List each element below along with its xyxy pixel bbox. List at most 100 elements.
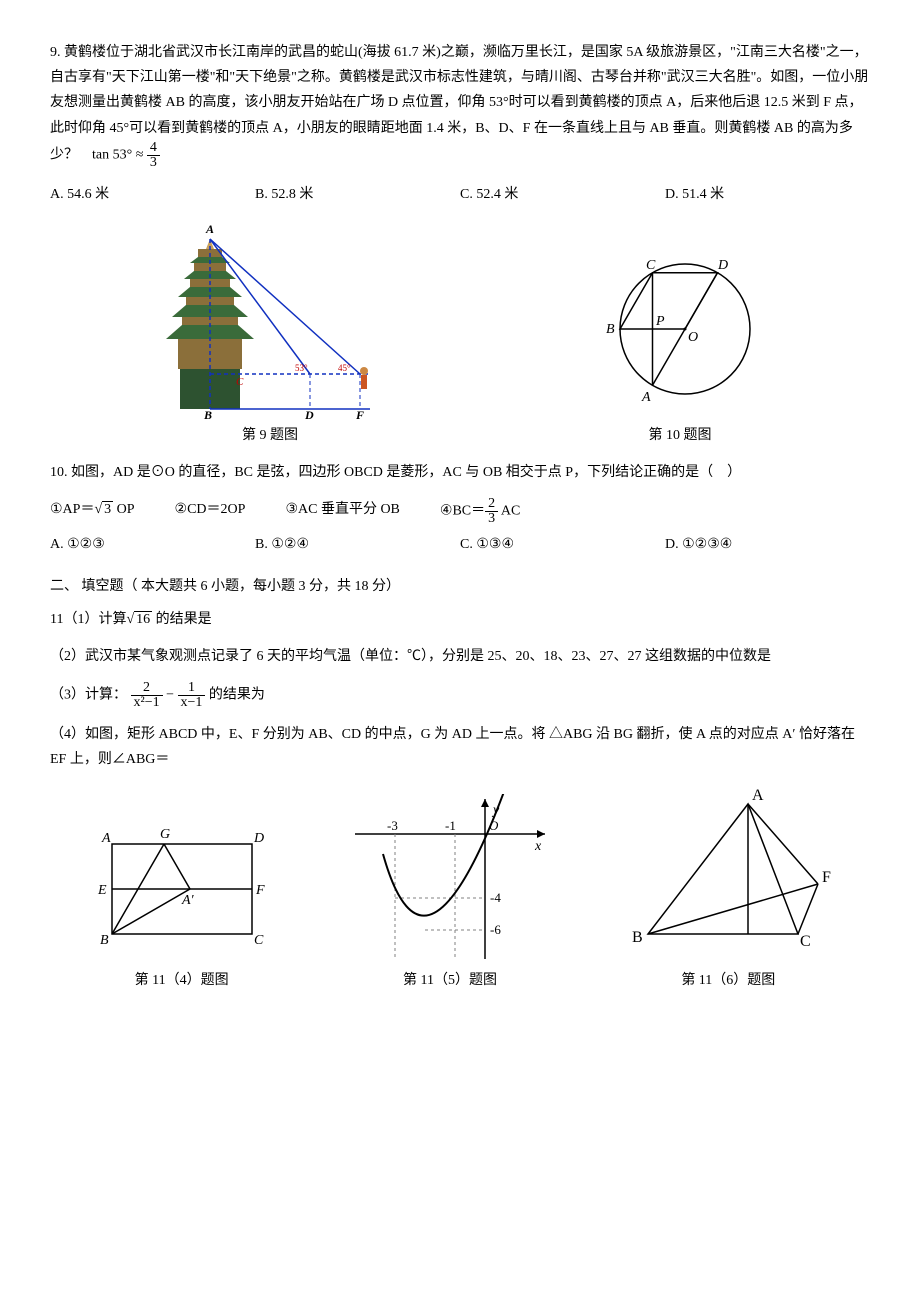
q10-figure-block: C D B O P A 第 10 题图 <box>580 239 780 448</box>
x-arrow <box>537 830 545 838</box>
q9: 9. 黄鹤楼位于湖北省武汉市长江南岸的武昌的蛇山(海拔 61.7 米)之巅，濒临… <box>50 40 870 170</box>
q11-4-caption: 第 11（4）题图 <box>135 968 229 993</box>
label-B: B <box>203 408 212 419</box>
q9-tan-label: tan 53° ≈ <box>92 147 143 162</box>
label-F: F <box>355 408 364 419</box>
label-A: A <box>101 831 111 846</box>
label-D: D <box>253 831 264 846</box>
item4-post: AC <box>498 504 520 519</box>
label-A: A <box>641 390 651 405</box>
den: 3 <box>485 512 498 526</box>
label-ym4: -4 <box>490 890 501 905</box>
q10-opt-d: D. ①②③④ <box>665 532 870 557</box>
item1-pre: ①AP＝ <box>50 502 94 517</box>
num: 4 <box>147 141 160 156</box>
q9-opt-a: A. 54.6 米 <box>50 182 255 207</box>
frac-2-3: 23 <box>485 497 498 526</box>
label-B: B <box>606 322 615 337</box>
q11-4-figure: A D B C E F G A′ <box>82 814 282 964</box>
rhombus-OBCD <box>620 273 718 329</box>
parabola <box>383 794 505 916</box>
frac-1: 2 x²−1 <box>131 681 163 710</box>
label-O: O <box>688 330 698 345</box>
q9-options: A. 54.6 米 B. 52.8 米 C. 52.4 米 D. 51.4 米 <box>50 182 870 207</box>
q10-opt-a: A. ①②③ <box>50 532 255 557</box>
label-E: E <box>97 883 107 898</box>
figure-row-9-10: 53° 45° A B C D F 第 9 题图 C D B O P <box>50 219 870 448</box>
q9-figure-block: 53° 45° A B C D F 第 9 题图 <box>140 219 400 448</box>
q11-3-pre: （3）计算： <box>50 688 127 703</box>
item4-pre: ④BC＝ <box>440 504 485 519</box>
q10-opt-c: C. ①③④ <box>460 532 665 557</box>
frac-2: 1 x−1 <box>178 681 206 710</box>
q10: 10. 如图，AD 是⊙O 的直径，BC 是弦，四边形 OBCD 是菱形，AC … <box>50 460 870 485</box>
den: x−1 <box>178 696 206 710</box>
label-G: G <box>160 827 170 842</box>
q9-text: 9. 黄鹤楼位于湖北省武汉市长江南岸的武昌的蛇山(海拔 61.7 米)之巅，濒临… <box>50 45 868 162</box>
triangle-abc <box>648 804 798 934</box>
q10-options: A. ①②③ B. ①②④ C. ①③④ D. ①②③④ <box>50 532 870 557</box>
q10-text: 10. 如图，AD 是⊙O 的直径，BC 是弦，四边形 OBCD 是菱形，AC … <box>50 465 741 480</box>
line-af <box>748 804 818 884</box>
item1: ①AP＝√3 OP <box>50 497 135 526</box>
label-A: A <box>205 222 214 236</box>
label-B: B <box>100 933 109 948</box>
label-A: A <box>752 787 764 804</box>
den: 3 <box>147 156 160 170</box>
label-F: F <box>255 883 265 898</box>
q10-figure: C D B O P A <box>580 239 780 419</box>
q10-caption: 第 10 题图 <box>649 423 712 448</box>
label-C: C <box>254 933 264 948</box>
q11-1: 11（1）计算√16 的结果是 <box>50 607 870 632</box>
label-y: y <box>491 803 500 818</box>
label-C: C <box>800 933 811 950</box>
center-dot <box>684 327 687 330</box>
q9-caption: 第 9 题图 <box>242 423 298 448</box>
q11-3: （3）计算： 2 x²−1 − 1 x−1 的结果为 <box>50 681 870 710</box>
line-g-ap <box>164 844 190 889</box>
label-ym6: -6 <box>490 922 501 937</box>
q11-5-figure-block: y x O -3 -1 -4 -6 第 11（5）题图 <box>345 794 555 993</box>
line-fc <box>798 884 818 934</box>
frac-4-3: 4 3 <box>147 141 160 170</box>
q11-3-post: 的结果为 <box>209 688 265 703</box>
label-x: x <box>534 839 542 854</box>
q11-4-figure-block: A D B C E F G A′ 第 11（4）题图 <box>82 814 282 993</box>
q11-1-post: 的结果是 <box>152 612 212 627</box>
q9-opt-d: D. 51.4 米 <box>665 182 870 207</box>
item1-sqrt: 3 <box>102 501 113 517</box>
label-O: O <box>489 818 499 833</box>
q10-items: ①AP＝√3 OP ②CD＝2OP ③AC 垂直平分 OB ④BC＝23 AC <box>50 497 870 526</box>
q10-opt-b: B. ①②④ <box>255 532 460 557</box>
child-body <box>361 375 367 389</box>
q9-opt-c: C. 52.4 米 <box>460 182 665 207</box>
label-F: F <box>822 869 831 886</box>
label-C: C <box>236 376 244 388</box>
item2: ②CD＝2OP <box>175 497 246 526</box>
label-B: B <box>632 929 643 946</box>
figure-row-11: A D B C E F G A′ 第 11（4）题图 y <box>50 784 870 993</box>
q11-6-caption: 第 11（6）题图 <box>681 968 775 993</box>
num: 2 <box>485 497 498 512</box>
q11-6-figure: A B C F <box>618 784 838 964</box>
item1-post: OP <box>113 502 134 517</box>
q11-4: （4）如图，矩形 ABCD 中，E、F 分别为 AB、CD 的中点，G 为 AD… <box>50 722 870 772</box>
q11-1-pre: 11（1）计算 <box>50 612 126 627</box>
q11-1-sqrt: 16 <box>134 611 152 627</box>
y-arrow <box>481 799 489 807</box>
label-Ap: A′ <box>181 893 195 908</box>
fill-section-title: 二、 填空题（ 本大题共 6 小题，每小题 3 分，共 18 分） <box>50 574 870 599</box>
q9-opt-b: B. 52.8 米 <box>255 182 460 207</box>
angle-53: 53° <box>295 363 308 373</box>
minus: − <box>166 688 174 703</box>
q11-2: （2）武汉市某气象观测点记录了 6 天的平均气温（单位：℃），分别是 25、20… <box>50 644 870 669</box>
item3: ③AC 垂直平分 OB <box>285 497 399 526</box>
num: 1 <box>178 681 206 696</box>
line-bf <box>648 884 818 934</box>
label-D: D <box>304 408 314 419</box>
q9-figure: 53° 45° A B C D F <box>140 219 400 419</box>
q11-5-caption: 第 11（5）题图 <box>403 968 497 993</box>
den: x²−1 <box>131 696 163 710</box>
label-P: P <box>655 314 665 329</box>
angle-45: 45° <box>338 363 351 373</box>
